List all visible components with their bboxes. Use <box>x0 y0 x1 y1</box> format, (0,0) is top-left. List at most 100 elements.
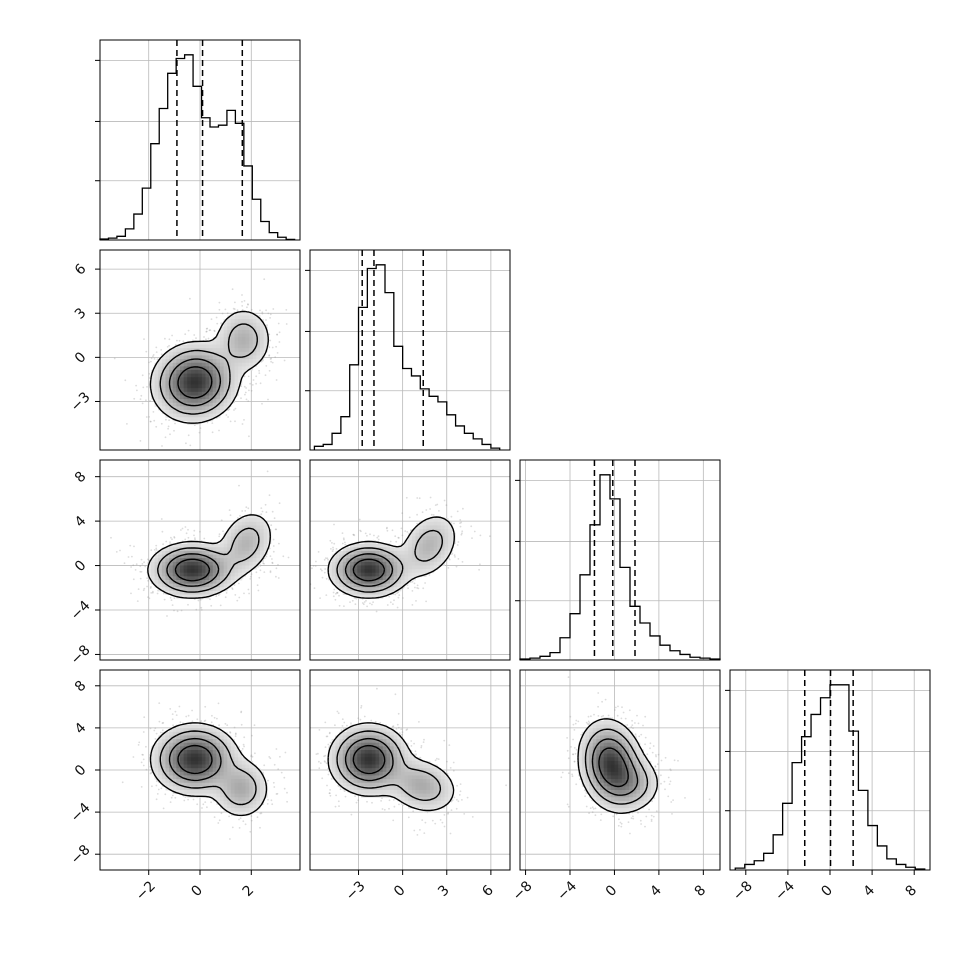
density-cell <box>172 359 177 364</box>
density-cell <box>161 377 166 382</box>
scatter-point <box>182 340 185 343</box>
density-cell <box>342 561 347 566</box>
scatter-point <box>149 420 152 423</box>
density-cell <box>252 521 257 526</box>
density-cell <box>241 326 246 331</box>
scatter-point <box>146 577 149 579</box>
scatter-point <box>453 522 455 525</box>
scatter-point <box>436 503 439 506</box>
contour-panel-0-3 <box>79 669 301 871</box>
scatter-point <box>187 329 190 332</box>
density-cell <box>342 583 347 588</box>
scatter-point <box>168 338 171 341</box>
density-cell <box>368 587 373 592</box>
scatter-point <box>145 416 148 418</box>
density-cell <box>194 355 199 360</box>
density-cell <box>411 536 416 541</box>
scatter-point <box>366 534 368 537</box>
density-cell <box>335 576 340 581</box>
scatter-point <box>200 609 203 611</box>
scatter-point <box>459 519 462 521</box>
density-cell <box>194 351 199 356</box>
density-cell <box>187 380 192 385</box>
density-cell <box>183 351 188 356</box>
density-cell <box>375 580 380 585</box>
scatter-point <box>79 744 81 746</box>
density-cell <box>437 536 442 541</box>
scatter-point <box>150 357 153 360</box>
scatter-point <box>189 297 191 300</box>
scatter-point <box>239 817 242 820</box>
scatter-point <box>240 723 243 726</box>
density-cell <box>180 572 185 577</box>
density-cell <box>158 565 163 570</box>
density-cell <box>147 565 152 570</box>
density-cell <box>216 359 221 364</box>
density-cell <box>205 543 210 548</box>
density-cell <box>249 525 254 530</box>
density-cell <box>238 370 243 375</box>
density-cell <box>201 569 206 574</box>
density-cell <box>220 569 225 574</box>
density-cell <box>371 554 376 559</box>
density-cell <box>375 543 380 548</box>
scatter-point <box>352 533 355 536</box>
density-cell <box>252 319 257 324</box>
density-cell <box>430 550 435 555</box>
scatter-point <box>250 815 253 817</box>
density-cell <box>339 569 344 574</box>
density-cell <box>339 587 344 592</box>
histogram-frame <box>309 249 511 451</box>
density-cell <box>205 391 210 396</box>
density-cell <box>249 330 254 335</box>
density-cell <box>190 391 195 396</box>
y-tick-label: −8 <box>68 642 94 668</box>
density-cell <box>252 351 257 356</box>
density-cell <box>212 583 217 588</box>
scatter-point <box>366 605 368 608</box>
density-cell <box>346 569 351 574</box>
scatter-point <box>161 722 164 725</box>
density-cell <box>245 540 250 545</box>
density-cell <box>357 572 362 577</box>
density-cell <box>216 340 221 345</box>
density-cell <box>234 337 239 342</box>
density-cell <box>201 373 206 378</box>
scatter-point <box>232 307 235 310</box>
scatter-point <box>233 584 236 586</box>
density-cell <box>198 547 203 552</box>
density-cell <box>201 355 206 360</box>
density-cell <box>234 359 239 364</box>
contour-line <box>344 553 394 587</box>
density-cell <box>263 521 268 526</box>
density-cell <box>223 558 228 563</box>
density-cell <box>154 366 159 371</box>
scatter-point <box>184 333 187 336</box>
density-cell <box>234 558 239 563</box>
density-cell <box>252 359 257 364</box>
y-tick-label: −8 <box>68 842 94 868</box>
scatter-point <box>319 597 321 599</box>
density-cell <box>404 554 409 559</box>
density-cell <box>433 518 438 523</box>
density-cell <box>234 525 239 530</box>
density-cell <box>331 576 336 581</box>
density-cell <box>415 525 420 530</box>
density-cell <box>176 576 181 581</box>
density-cell <box>419 569 424 574</box>
density-cell <box>216 406 221 411</box>
density-cell <box>249 333 254 338</box>
density-cell <box>169 402 174 407</box>
density-cell <box>198 344 203 349</box>
scatter-point <box>162 543 165 546</box>
scatter-point <box>203 336 205 338</box>
scatter-point <box>274 356 277 359</box>
density-cell <box>169 370 174 375</box>
scatter-point <box>388 595 391 598</box>
density-cell <box>220 550 225 555</box>
density-cell <box>256 558 261 563</box>
density-cell <box>419 565 424 570</box>
scatter-point <box>239 515 241 517</box>
density-cell <box>331 569 336 574</box>
density-cell <box>368 565 373 570</box>
